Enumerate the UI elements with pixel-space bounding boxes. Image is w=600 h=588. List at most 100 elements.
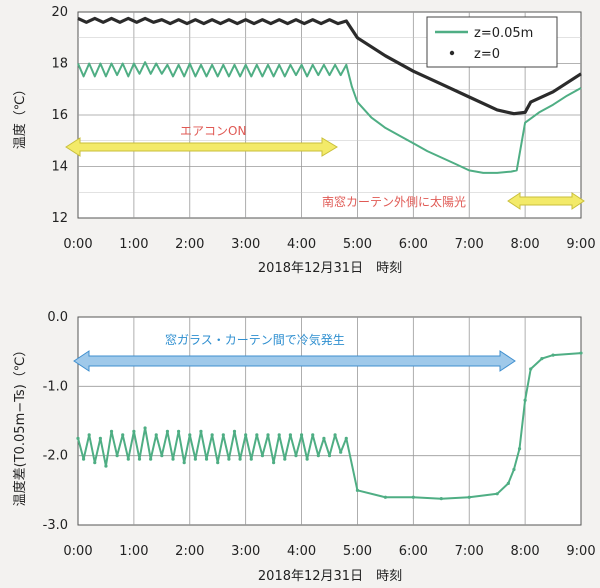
x-tick-label: 2:00 (175, 544, 204, 559)
data-point (495, 492, 499, 496)
aircon-arrow (65, 137, 338, 157)
y-tick-label: -3.0 (43, 518, 68, 533)
data-point (143, 426, 147, 430)
x-tick-label: 7:00 (455, 544, 484, 559)
sunlight-arrow (507, 192, 585, 210)
cold-air-arrow (73, 350, 516, 372)
x-tick-label: 6:00 (399, 544, 428, 559)
series-lines (77, 16, 582, 174)
data-point (165, 429, 170, 433)
x-tick-label: 1:00 (119, 544, 148, 559)
data-point (517, 447, 522, 451)
x-tick-label: 7:00 (455, 237, 484, 252)
data-point (529, 367, 533, 371)
data-point (316, 454, 320, 458)
data-point (551, 353, 555, 357)
data-point (266, 433, 270, 437)
data-point (210, 433, 214, 437)
data-point (204, 457, 209, 461)
data-point (272, 461, 276, 465)
data-point (255, 433, 259, 437)
legend-box (426, 16, 558, 68)
cold-air-label: 窓ガラス・カーテン間で冷気発生 (165, 332, 345, 347)
data-point (305, 457, 309, 461)
data-point (283, 457, 287, 461)
x-tick-label: 9:00 (566, 544, 595, 559)
x-tick-label: 3:00 (231, 544, 260, 559)
data-point (121, 433, 125, 437)
data-point (327, 454, 332, 458)
data-point (383, 495, 387, 499)
series-line-1 (77, 16, 582, 116)
x-tick-label: 1:00 (119, 237, 148, 252)
x-axis-label: 2018年12月31日 時刻 (258, 261, 402, 276)
grid (78, 12, 581, 218)
data-point (221, 433, 225, 437)
data-point (540, 357, 544, 361)
data-point (299, 433, 304, 437)
x-tick-label: 8:00 (511, 544, 540, 559)
data-point (182, 461, 186, 465)
data-point (171, 457, 175, 461)
x-tick-label: 5:00 (343, 237, 372, 252)
x-tick-label: 5:00 (343, 544, 372, 559)
data-point (322, 436, 326, 440)
data-point (512, 467, 516, 472)
x-tick-label: 8:00 (511, 237, 540, 252)
legend: z=0.05m z=0 (426, 16, 558, 68)
data-point (154, 433, 158, 437)
data-point (227, 457, 231, 461)
y-tick-label: 16 (51, 108, 68, 123)
data-point (137, 457, 142, 461)
data-point (115, 454, 119, 458)
data-point (439, 497, 443, 501)
data-point (81, 457, 86, 461)
x-tick-label: 9:00 (566, 237, 595, 252)
data-point (333, 433, 337, 437)
data-point (344, 436, 348, 440)
data-point (523, 398, 527, 402)
data-point (579, 351, 583, 355)
data-point (76, 436, 80, 440)
y-axis-label: 温度差(T0.05m−Ts)（℃） (12, 344, 28, 507)
data-point (355, 488, 360, 492)
data-point (160, 454, 164, 458)
temperature-chart: 12 14 16 18 20 0:00 1:00 2:00 3:00 4:00 5:00 6:00 7… (12, 5, 596, 276)
x-tick-label: 4:00 (287, 237, 316, 252)
y-tick-label: 0.0 (47, 310, 68, 325)
x-axis-label: 2018年12月31日 時刻 (258, 569, 402, 584)
y-tick-label: 12 (51, 211, 68, 226)
data-point (216, 461, 220, 465)
y-tick-labels: 0.0 -1.0 -2.0 -3.0 (43, 310, 68, 533)
y-tick-label: 14 (51, 160, 68, 175)
series-line-0 (77, 61, 582, 174)
y-tick-labels: 12 14 16 18 20 (51, 5, 68, 226)
y-tick-label: -1.0 (43, 379, 68, 394)
x-tick-label: 2:00 (175, 237, 204, 252)
data-point (506, 481, 510, 485)
x-tick-label: 3:00 (231, 237, 260, 252)
y-tick-label: -2.0 (43, 449, 68, 464)
data-point (311, 433, 315, 437)
legend-label-z0: z=0 (474, 47, 500, 62)
data-point (177, 429, 181, 433)
data-point (467, 495, 471, 499)
data-point (109, 429, 114, 433)
sunlight-label: 南窓カーテン外側に太陽光 (322, 194, 466, 209)
data-point (104, 464, 108, 468)
x-tick-label: 6:00 (399, 237, 428, 252)
data-point (411, 495, 415, 499)
data-point (249, 457, 253, 461)
data-point (260, 454, 265, 458)
y-tick-label: 20 (51, 5, 68, 20)
data-point (199, 429, 203, 433)
legend-swatch-z0 (449, 50, 455, 56)
x-tick-label: 4:00 (287, 544, 316, 559)
data-point (238, 457, 242, 461)
x-tick-label: 0:00 (63, 544, 92, 559)
data-point (193, 457, 197, 461)
x-tick-label: 0:00 (63, 237, 92, 252)
data-point (132, 429, 136, 433)
data-point (244, 433, 248, 437)
